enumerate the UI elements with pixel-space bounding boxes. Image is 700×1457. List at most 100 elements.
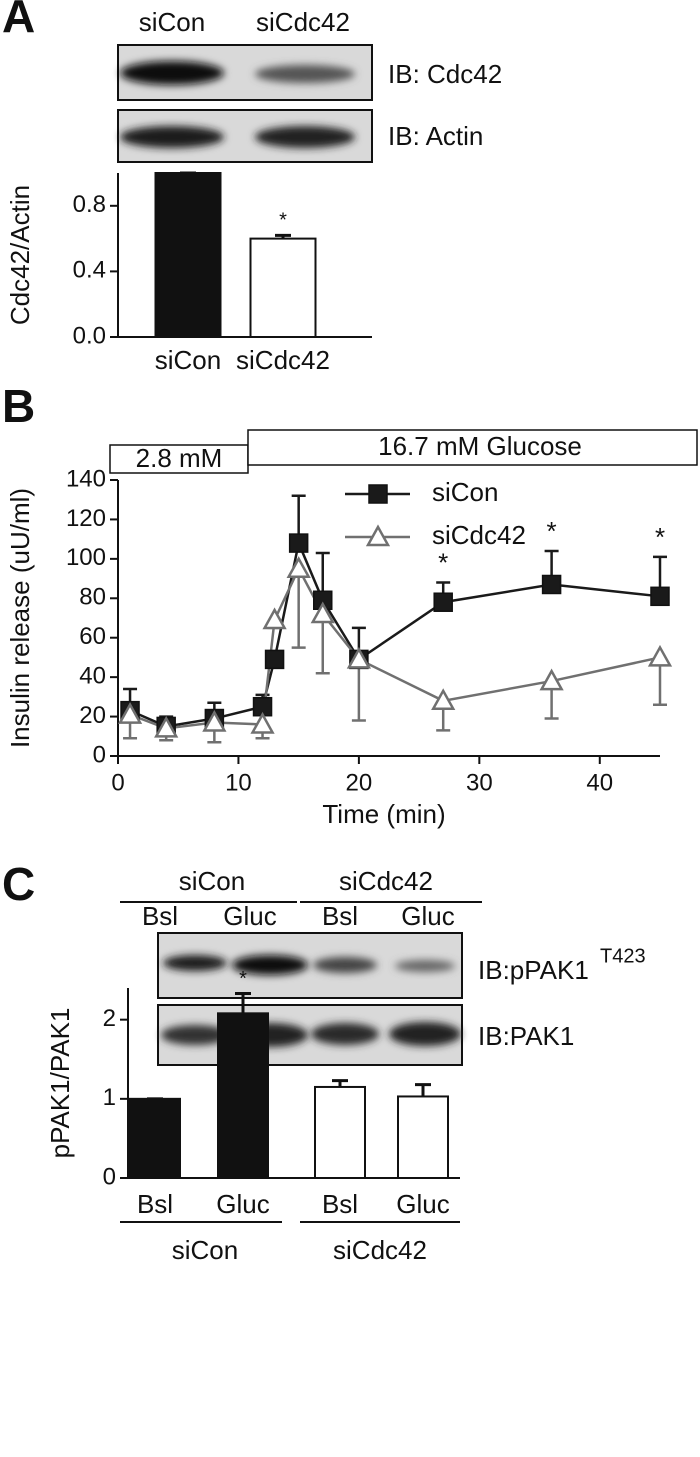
error-bar [291, 568, 306, 649]
y-tick-label: 100 [66, 544, 106, 571]
marker [250, 711, 275, 734]
error-bar [332, 1079, 348, 1087]
blot-label: IB: Actin [388, 121, 483, 151]
y-axis-label: Cdc42/Actin [5, 185, 35, 325]
x-tick-label: siCdc42 [236, 345, 330, 375]
y-tick-label: 120 [66, 505, 106, 532]
bar [154, 172, 222, 338]
x-tick-label: siCon [155, 345, 221, 375]
group-label: siCon [172, 1235, 238, 1265]
lane-label: siCdc42 [256, 7, 350, 37]
y-tick-label: 40 [79, 662, 106, 689]
y-tick-label: 1 [103, 1084, 116, 1111]
marker [431, 688, 456, 711]
condition-label: 2.8 mM [136, 443, 223, 473]
marker [202, 709, 227, 732]
significance-mark: * [239, 968, 247, 990]
y-tick-label: 60 [79, 623, 106, 650]
blot-band [161, 1025, 229, 1045]
significance-mark: * [655, 522, 665, 552]
bar [217, 1012, 269, 1179]
error-bar [415, 1083, 431, 1097]
x-tick-label: 20 [346, 769, 373, 796]
blot [117, 109, 373, 163]
lane-label: siCon [139, 7, 205, 37]
blot-band [163, 955, 227, 971]
significance-mark: * [438, 547, 448, 577]
y-axis-label: pPAK1/PAK1 [45, 1008, 75, 1159]
x-tick-label: 40 [586, 769, 613, 796]
y-tick-label: 0.4 [73, 257, 106, 284]
y-tick-label: 0 [103, 1163, 116, 1190]
blot-band [313, 957, 377, 973]
blot-band [120, 126, 224, 148]
y-tick-label: 20 [79, 702, 106, 729]
x-tick-label: 30 [466, 769, 493, 796]
bar [314, 1085, 366, 1180]
bar [249, 237, 317, 339]
significance-mark: * [279, 210, 287, 232]
y-tick-label: 80 [79, 584, 106, 611]
lane-label: Gluc [401, 901, 454, 931]
error-bar [315, 614, 330, 675]
error-bar [235, 992, 251, 1014]
lane-label: Bsl [142, 901, 178, 931]
blot [157, 1004, 463, 1066]
blot-band [395, 960, 455, 972]
y-tick-label: 0 [93, 741, 106, 768]
x-axis-label: Time (min) [322, 799, 445, 829]
blot-label: IB: Cdc42 [388, 59, 502, 89]
marker [154, 715, 179, 738]
y-tick-label: 140 [66, 465, 106, 492]
marker [117, 702, 143, 724]
blot-band [255, 65, 355, 83]
x-tick-label: Bsl [322, 1189, 358, 1219]
legend-marker [368, 484, 388, 504]
marker [539, 668, 564, 691]
bar [129, 1097, 181, 1180]
condition-box [109, 444, 249, 474]
panel-letter: B [2, 380, 35, 432]
condition-box [247, 429, 698, 466]
lane-label: Bsl [322, 901, 358, 931]
x-tick-label: Gluc [396, 1189, 449, 1219]
significance-mark: * [547, 516, 557, 546]
group-label: siCdc42 [333, 1235, 427, 1265]
blot [157, 932, 463, 999]
x-tick-label: 0 [111, 769, 124, 796]
panel-letter: A [2, 0, 35, 42]
blot-band [311, 1023, 379, 1045]
series-line [129, 565, 661, 730]
y-tick-label: 0.8 [73, 191, 106, 218]
blot-band [255, 126, 355, 148]
blot-label: IB:PAK1 [478, 1021, 574, 1051]
marker [264, 649, 285, 670]
bar [397, 1095, 449, 1180]
blot [117, 44, 373, 101]
group-label: siCdc42 [339, 866, 433, 896]
marker [262, 607, 287, 630]
y-axis-label: Insulin release (uU/ml) [5, 488, 35, 748]
error-bar [351, 659, 366, 722]
blot-band [120, 61, 224, 85]
marker [288, 533, 309, 553]
x-tick-label: Gluc [216, 1189, 269, 1219]
x-tick-label: Bsl [137, 1189, 173, 1219]
marker [346, 646, 372, 669]
marker [433, 592, 453, 612]
panel-letter: C [2, 858, 35, 910]
marker [541, 574, 562, 595]
y-tick-label: 0.0 [73, 322, 106, 349]
marker [286, 556, 311, 578]
marker [650, 586, 670, 607]
condition-label: 16.7 mM Glucose [378, 431, 582, 461]
x-tick-label: 10 [225, 769, 252, 796]
series-line [129, 538, 661, 728]
blot-label: IB:pPAK1 [478, 955, 589, 985]
blot-band [389, 1022, 461, 1046]
legend-label: siCon [432, 477, 498, 507]
lane-label: Gluc [223, 901, 276, 931]
blot-label-superscript: T423 [600, 945, 646, 967]
group-label: siCon [179, 866, 245, 896]
